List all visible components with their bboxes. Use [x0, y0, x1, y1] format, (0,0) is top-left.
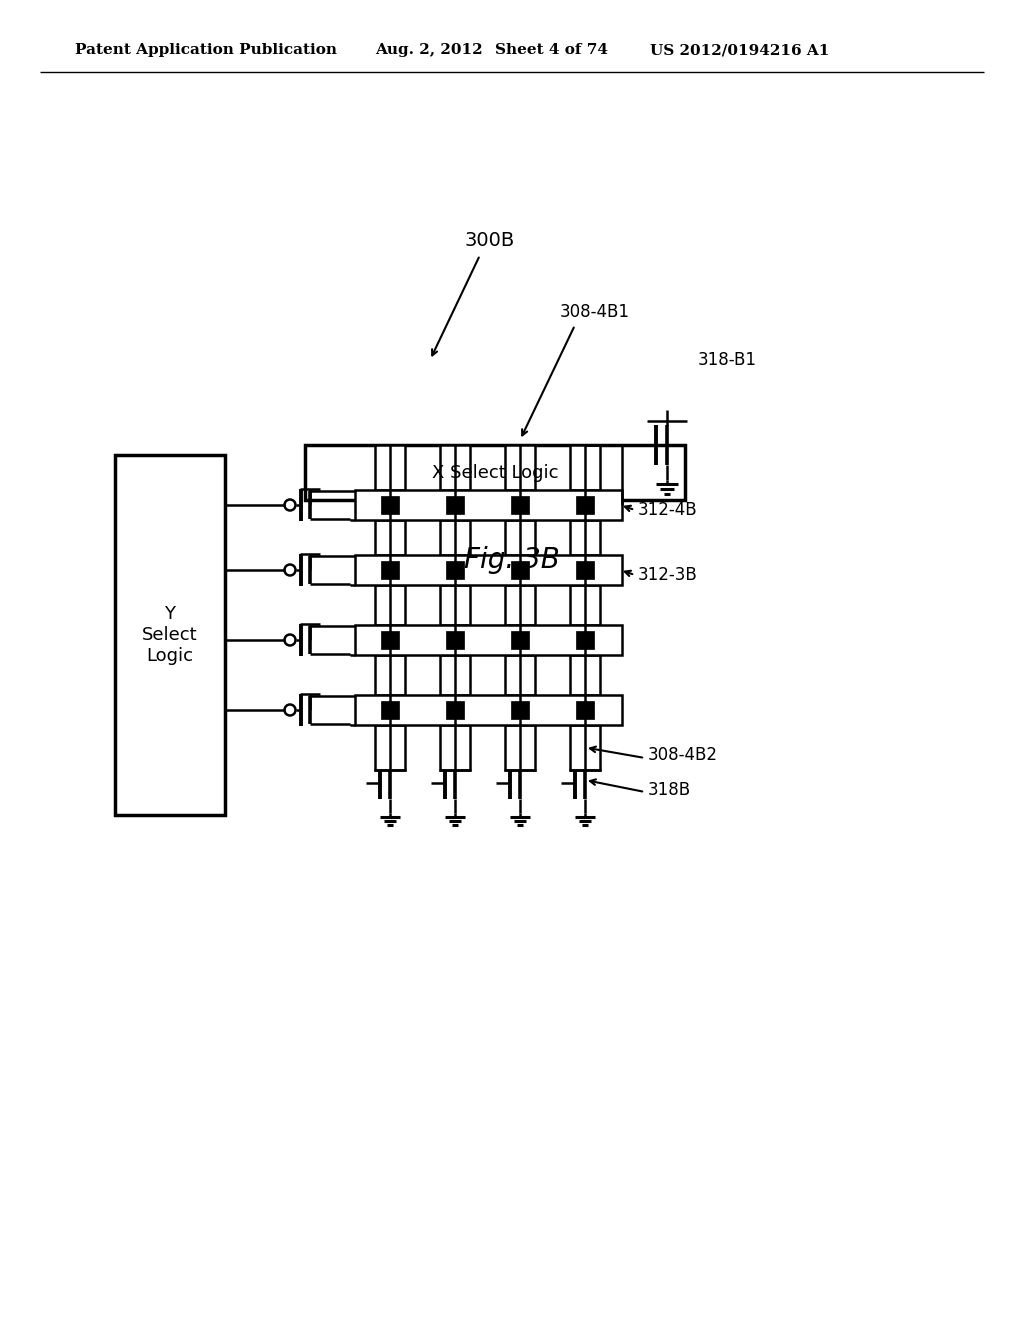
Bar	[446, 496, 464, 513]
Bar	[446, 701, 464, 719]
Text: Y
Select
Logic: Y Select Logic	[142, 605, 198, 665]
Text: 308-4B1: 308-4B1	[560, 304, 630, 321]
Bar	[505, 585, 535, 624]
Bar	[305, 445, 685, 500]
Text: X Select Logic: X Select Logic	[432, 463, 558, 482]
Bar	[505, 520, 535, 554]
Bar	[570, 520, 600, 554]
Text: US 2012/0194216 A1: US 2012/0194216 A1	[650, 44, 829, 57]
Bar	[570, 655, 600, 696]
Text: 318B: 318B	[648, 781, 691, 799]
Bar	[511, 496, 529, 513]
Bar	[381, 701, 399, 719]
Bar	[375, 520, 406, 554]
Bar	[511, 631, 529, 649]
Bar	[355, 490, 622, 520]
Text: 308-4B2: 308-4B2	[648, 746, 718, 764]
Bar	[511, 701, 529, 719]
Bar	[570, 585, 600, 624]
Bar	[446, 561, 464, 579]
Bar	[355, 554, 622, 585]
Text: 312-4B: 312-4B	[638, 502, 697, 519]
Text: 318-B1: 318-B1	[698, 351, 757, 370]
Bar	[570, 445, 600, 490]
Bar	[375, 585, 406, 624]
Text: 300B: 300B	[465, 231, 515, 249]
Bar	[575, 631, 594, 649]
Text: Patent Application Publication: Patent Application Publication	[75, 44, 337, 57]
Bar	[511, 561, 529, 579]
Bar	[355, 624, 622, 655]
Text: 312-3B: 312-3B	[638, 566, 697, 583]
Text: Sheet 4 of 74: Sheet 4 of 74	[495, 44, 608, 57]
Bar	[440, 585, 470, 624]
Bar	[375, 655, 406, 696]
Bar	[355, 696, 622, 725]
Bar	[446, 631, 464, 649]
Bar	[440, 655, 470, 696]
Bar	[440, 445, 470, 490]
Bar	[381, 631, 399, 649]
Text: Aug. 2, 2012: Aug. 2, 2012	[375, 44, 482, 57]
Bar	[570, 725, 600, 770]
Bar	[575, 561, 594, 579]
Bar	[440, 725, 470, 770]
Bar	[375, 725, 406, 770]
Bar	[440, 520, 470, 554]
Bar	[375, 445, 406, 490]
Bar	[575, 496, 594, 513]
Bar	[575, 701, 594, 719]
Bar	[381, 496, 399, 513]
Bar	[381, 561, 399, 579]
Text: Fig. 3B: Fig. 3B	[464, 546, 560, 574]
Bar	[505, 725, 535, 770]
Bar	[115, 455, 225, 814]
Bar	[505, 655, 535, 696]
Bar	[505, 445, 535, 490]
